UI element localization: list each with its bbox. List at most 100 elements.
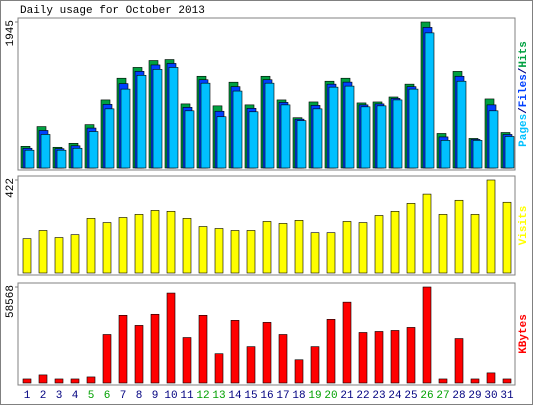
- bar: [24, 149, 35, 169]
- bar: [22, 238, 32, 274]
- bar: [70, 378, 80, 384]
- bar: [502, 378, 512, 384]
- bar: [118, 217, 128, 274]
- bar: [262, 221, 272, 274]
- bar: [230, 320, 240, 384]
- bar: [486, 179, 496, 274]
- bar: [312, 108, 323, 169]
- bar: [310, 232, 320, 274]
- bar: [438, 214, 448, 274]
- bar: [230, 230, 240, 274]
- bar: [102, 334, 112, 384]
- bar: [38, 374, 48, 384]
- legend-separator: /: [518, 67, 530, 74]
- bar: [200, 82, 211, 169]
- x-tick-label: 14: [228, 390, 242, 402]
- bar: [232, 90, 243, 169]
- bar: [360, 106, 371, 169]
- bar: [166, 210, 176, 274]
- bar: [422, 286, 432, 384]
- bar: [504, 136, 515, 169]
- x-tick-label: 5: [88, 390, 95, 402]
- bar: [470, 378, 480, 384]
- x-tick-label: 24: [388, 390, 402, 402]
- bar: [152, 69, 163, 169]
- x-tick-label: 25: [404, 390, 417, 402]
- x-tick-label: 16: [260, 390, 273, 402]
- bar: [280, 104, 291, 169]
- x-tick-label: 3: [56, 390, 63, 402]
- bar: [278, 223, 288, 274]
- legend-entry: KBytes: [518, 314, 530, 354]
- bar: [342, 221, 352, 274]
- bar: [104, 108, 115, 169]
- y-tick-label: 422: [5, 178, 17, 198]
- bar: [408, 88, 419, 169]
- x-tick-label: 20: [324, 390, 337, 402]
- bar: [392, 99, 403, 169]
- x-tick-label: 26: [420, 390, 433, 402]
- bar: [198, 314, 208, 384]
- bar: [136, 74, 147, 169]
- bar: [294, 220, 304, 274]
- bar: [182, 218, 192, 274]
- bar: [166, 292, 176, 384]
- bar: [150, 313, 160, 384]
- bar: [454, 199, 464, 274]
- bar: [182, 337, 192, 384]
- x-tick-label: 21: [340, 390, 354, 402]
- bar: [214, 353, 224, 384]
- bar: [488, 110, 499, 169]
- x-tick-label: 17: [276, 390, 289, 402]
- bar: [296, 120, 307, 169]
- bar: [264, 82, 275, 169]
- x-tick-label: 23: [372, 390, 385, 402]
- bar: [358, 332, 368, 384]
- bar: [294, 359, 304, 384]
- x-tick-label: 30: [484, 390, 497, 402]
- bar: [54, 378, 64, 384]
- bar: [118, 314, 128, 384]
- bar: [72, 147, 83, 169]
- x-tick-label: 7: [120, 390, 127, 402]
- bar: [198, 226, 208, 274]
- bar: [326, 319, 336, 384]
- bar: [376, 105, 387, 169]
- legend-entry: Visits: [518, 206, 530, 246]
- x-tick-label: 10: [164, 390, 177, 402]
- chart-title: Daily usage for October 2013: [20, 5, 205, 17]
- x-tick-label: 27: [436, 390, 449, 402]
- bar: [168, 67, 179, 169]
- bar: [310, 346, 320, 384]
- bar: [406, 203, 416, 274]
- x-tick-label: 6: [104, 390, 111, 402]
- y-tick-label: 1945: [5, 20, 17, 46]
- bar: [328, 86, 339, 169]
- x-tick-label: 31: [500, 390, 514, 402]
- legend-entry: Pages: [518, 114, 530, 147]
- x-tick-label: 19: [308, 390, 321, 402]
- x-tick-label: 29: [468, 390, 481, 402]
- bar: [214, 228, 224, 274]
- legend-separator: /: [518, 107, 530, 114]
- bar: [502, 201, 512, 274]
- x-tick-label: 22: [356, 390, 369, 402]
- bar: [406, 327, 416, 384]
- x-tick-label: 28: [452, 390, 465, 402]
- bar: [358, 222, 368, 274]
- x-tick-label: 8: [136, 390, 143, 402]
- bar: [120, 88, 131, 169]
- bar: [184, 110, 195, 169]
- bar: [22, 378, 32, 384]
- bar: [326, 232, 336, 274]
- legend: Visits: [518, 206, 530, 246]
- bar: [456, 80, 467, 169]
- bar: [486, 372, 496, 384]
- x-tick-label: 1: [24, 390, 31, 402]
- x-tick-label: 12: [196, 390, 209, 402]
- x-tick-label: 2: [40, 390, 47, 402]
- bar: [216, 116, 227, 169]
- bar: [56, 149, 67, 169]
- bar: [134, 214, 144, 274]
